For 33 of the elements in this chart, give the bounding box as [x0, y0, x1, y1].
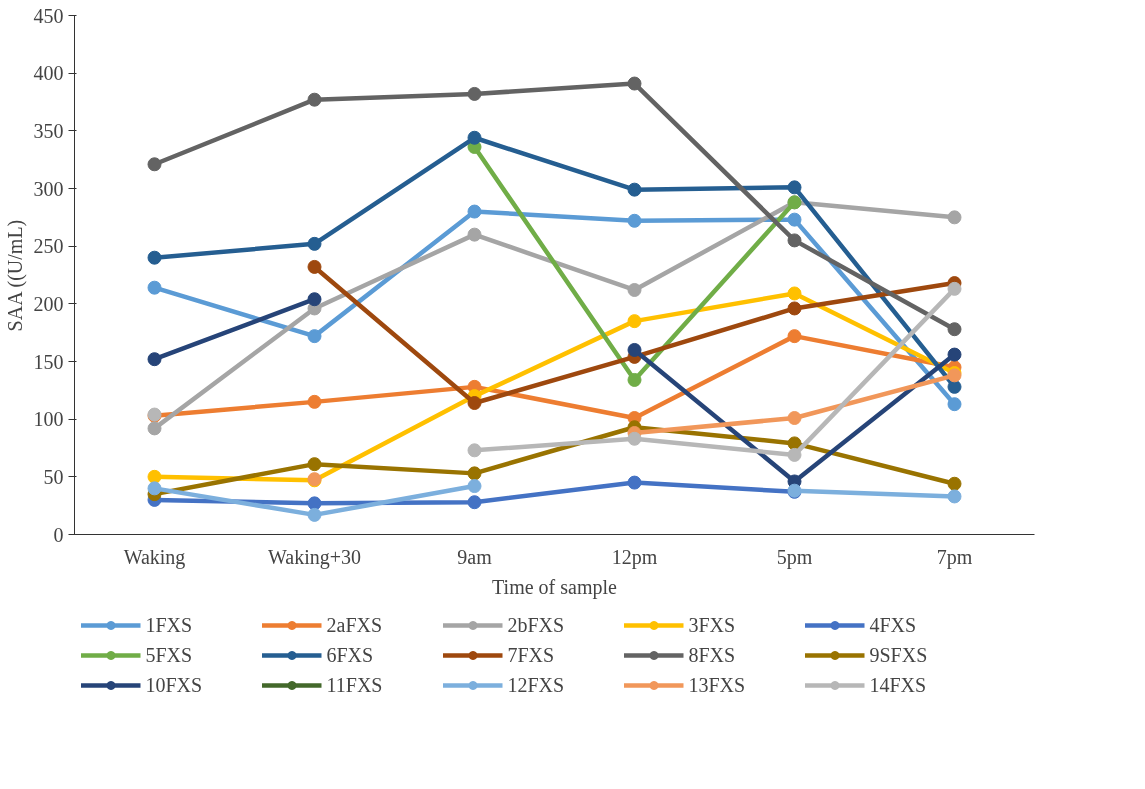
x-tick-label: 7pm	[936, 545, 973, 569]
x-axis-title: Time of sample	[492, 575, 618, 599]
x-tick-label: Waking	[123, 545, 186, 569]
legend-label: 6FXS	[326, 643, 375, 667]
legend-label: 13FXS	[688, 673, 747, 697]
legend-label: 1FXS	[145, 613, 194, 637]
y-tick-label: 450	[33, 4, 64, 27]
legend-label: 9SFXS	[869, 643, 929, 667]
legend-label: 8FXS	[688, 643, 737, 667]
legend-label: 7FXS	[507, 643, 556, 667]
y-tick-label: 350	[33, 119, 64, 142]
y-tick-label: 150	[33, 350, 64, 373]
legend-label: 4FXS	[869, 613, 918, 637]
legend-label: 12FXS	[507, 673, 566, 697]
y-tick-label: 250	[33, 235, 64, 258]
y-tick-label: 0	[53, 523, 64, 546]
y-axis-title: SAA ((U/mL)	[3, 219, 27, 332]
legend-label: 2bFXS	[507, 613, 566, 637]
y-tick-label: 100	[33, 408, 64, 431]
legend-label: 11FXS	[326, 673, 384, 697]
legend-label: 3FXS	[688, 613, 737, 637]
legend-label: 2aFXS	[326, 613, 384, 637]
y-tick-label: 50	[43, 465, 64, 488]
x-tick-label: 12pm	[611, 545, 658, 569]
y-tick-label: 300	[33, 177, 64, 200]
legend-label: 14FXS	[869, 673, 928, 697]
x-tick-label: 5pm	[776, 545, 813, 569]
x-tick-label: 9am	[457, 545, 493, 568]
y-tick-label: 400	[33, 62, 64, 85]
legend-label: 10FXS	[145, 673, 204, 697]
legend-label: 5FXS	[145, 643, 194, 667]
x-tick-label: Waking+30	[268, 545, 362, 569]
y-tick-label: 200	[33, 292, 64, 315]
